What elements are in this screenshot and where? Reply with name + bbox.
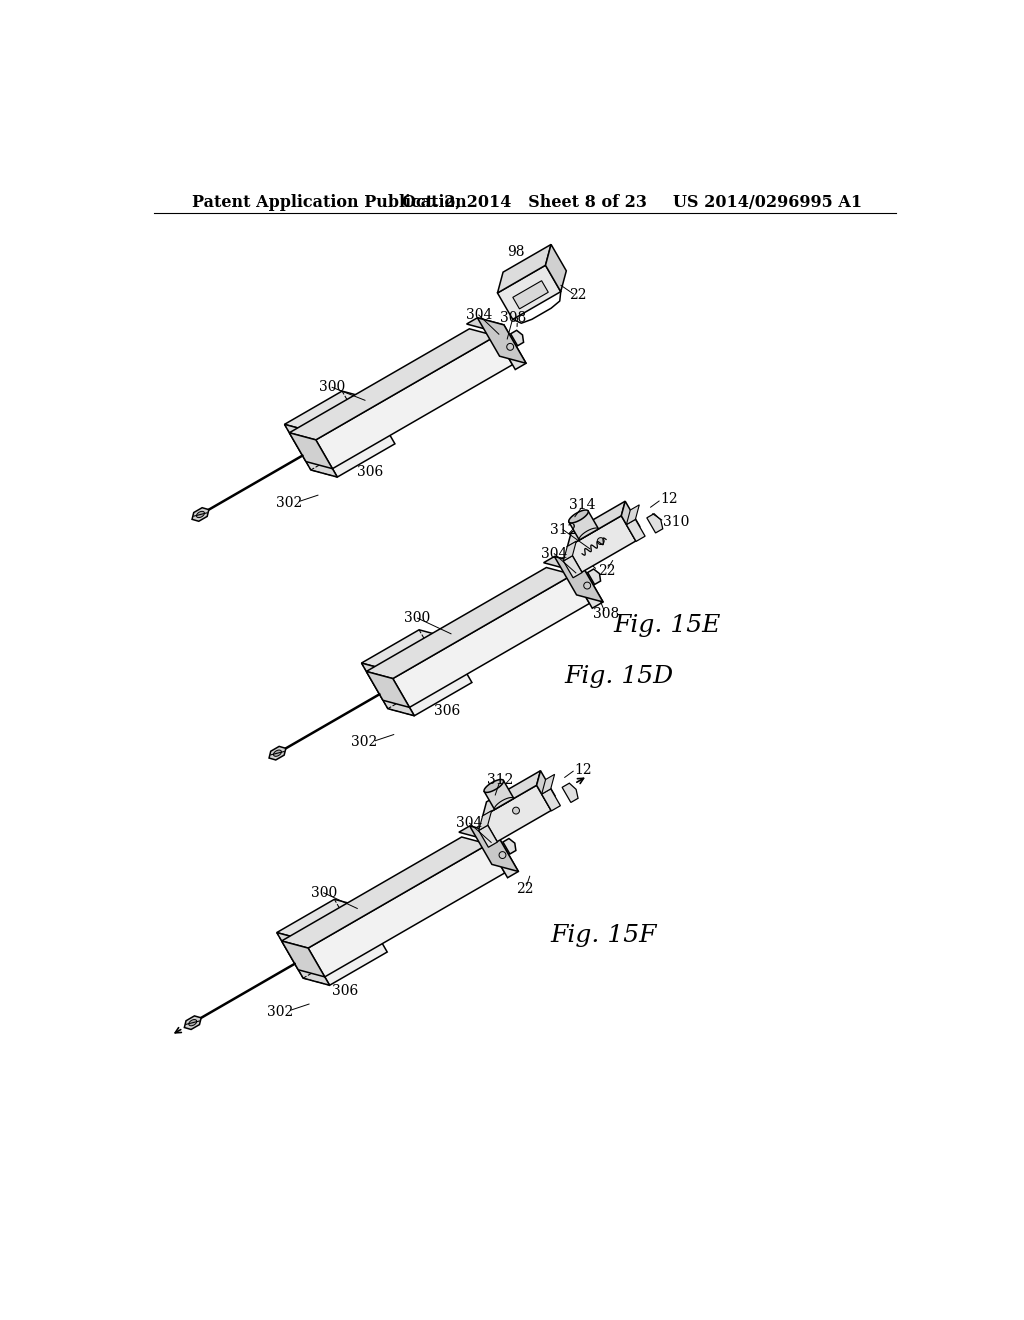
Text: Fig. 15F: Fig. 15F bbox=[550, 924, 657, 948]
Text: 310: 310 bbox=[663, 515, 689, 528]
Polygon shape bbox=[308, 843, 505, 977]
Polygon shape bbox=[622, 502, 640, 541]
Polygon shape bbox=[563, 541, 577, 561]
Polygon shape bbox=[285, 424, 337, 477]
Polygon shape bbox=[269, 746, 286, 760]
Polygon shape bbox=[567, 516, 636, 572]
Text: 300: 300 bbox=[404, 611, 430, 626]
Polygon shape bbox=[303, 907, 387, 985]
Polygon shape bbox=[361, 630, 445, 671]
Polygon shape bbox=[388, 638, 472, 715]
Text: 304: 304 bbox=[457, 816, 482, 830]
Polygon shape bbox=[276, 932, 330, 985]
Polygon shape bbox=[544, 557, 581, 570]
Polygon shape bbox=[542, 775, 555, 795]
Polygon shape bbox=[627, 519, 645, 541]
Polygon shape bbox=[485, 833, 518, 878]
Text: 304: 304 bbox=[466, 308, 492, 322]
Text: 22: 22 bbox=[598, 564, 615, 578]
Text: US 2014/0296995 A1: US 2014/0296995 A1 bbox=[673, 194, 862, 211]
Polygon shape bbox=[285, 391, 369, 432]
Text: Oct. 2, 2014   Sheet 8 of 23: Oct. 2, 2014 Sheet 8 of 23 bbox=[402, 194, 647, 211]
Polygon shape bbox=[478, 825, 498, 847]
Polygon shape bbox=[273, 750, 282, 756]
Polygon shape bbox=[282, 941, 325, 977]
Polygon shape bbox=[554, 557, 603, 602]
Polygon shape bbox=[569, 511, 598, 540]
Polygon shape bbox=[482, 785, 551, 842]
Text: 308: 308 bbox=[593, 607, 618, 622]
Polygon shape bbox=[513, 281, 548, 309]
Text: 300: 300 bbox=[310, 886, 337, 900]
Text: 300: 300 bbox=[319, 380, 345, 395]
Polygon shape bbox=[511, 330, 523, 346]
Polygon shape bbox=[393, 574, 590, 708]
Polygon shape bbox=[467, 318, 504, 331]
Text: 308: 308 bbox=[500, 312, 526, 325]
Polygon shape bbox=[311, 399, 395, 477]
Text: Fig. 15E: Fig. 15E bbox=[613, 614, 721, 638]
Text: 302: 302 bbox=[351, 735, 378, 750]
Polygon shape bbox=[507, 343, 514, 350]
Text: Fig. 15D: Fig. 15D bbox=[565, 665, 674, 688]
Polygon shape bbox=[367, 672, 410, 708]
Polygon shape bbox=[597, 537, 604, 545]
Polygon shape bbox=[627, 504, 639, 524]
Polygon shape bbox=[367, 568, 572, 678]
Polygon shape bbox=[290, 329, 496, 440]
Polygon shape bbox=[537, 771, 555, 810]
Text: 314: 314 bbox=[569, 498, 596, 512]
Polygon shape bbox=[193, 508, 209, 521]
Polygon shape bbox=[647, 513, 663, 533]
Text: 306: 306 bbox=[332, 983, 358, 998]
Text: 306: 306 bbox=[434, 704, 461, 718]
Polygon shape bbox=[570, 564, 603, 609]
Polygon shape bbox=[361, 663, 415, 715]
Polygon shape bbox=[567, 502, 626, 546]
Polygon shape bbox=[588, 569, 600, 585]
Polygon shape bbox=[498, 265, 561, 319]
Polygon shape bbox=[315, 335, 512, 469]
Polygon shape bbox=[478, 810, 492, 830]
Polygon shape bbox=[484, 780, 514, 809]
Polygon shape bbox=[290, 433, 333, 469]
Polygon shape bbox=[562, 783, 579, 803]
Text: 12: 12 bbox=[574, 763, 592, 776]
Polygon shape bbox=[503, 838, 516, 854]
Polygon shape bbox=[482, 771, 541, 817]
Polygon shape bbox=[188, 1019, 197, 1026]
Text: 22: 22 bbox=[516, 882, 534, 895]
Polygon shape bbox=[282, 837, 488, 948]
Polygon shape bbox=[184, 1016, 201, 1030]
Text: 306: 306 bbox=[357, 465, 384, 479]
Text: 22: 22 bbox=[569, 288, 587, 302]
Text: 302: 302 bbox=[266, 1005, 293, 1019]
Polygon shape bbox=[470, 826, 518, 871]
Text: 312: 312 bbox=[550, 523, 577, 537]
Text: 312: 312 bbox=[487, 772, 514, 787]
Text: Patent Application Publication: Patent Application Publication bbox=[193, 194, 467, 211]
Polygon shape bbox=[459, 826, 497, 840]
Polygon shape bbox=[276, 899, 360, 940]
Text: 12: 12 bbox=[660, 492, 678, 507]
Text: 304: 304 bbox=[541, 546, 567, 561]
Polygon shape bbox=[546, 244, 566, 292]
Polygon shape bbox=[568, 510, 589, 523]
Polygon shape bbox=[484, 780, 504, 792]
Polygon shape bbox=[584, 582, 591, 589]
Polygon shape bbox=[563, 556, 582, 578]
Polygon shape bbox=[197, 511, 205, 517]
Text: 302: 302 bbox=[275, 496, 302, 510]
Polygon shape bbox=[477, 318, 526, 363]
Polygon shape bbox=[542, 789, 560, 810]
Polygon shape bbox=[494, 325, 526, 370]
Polygon shape bbox=[513, 807, 519, 814]
Polygon shape bbox=[498, 244, 551, 293]
Polygon shape bbox=[499, 851, 506, 858]
Text: 98: 98 bbox=[508, 244, 525, 259]
